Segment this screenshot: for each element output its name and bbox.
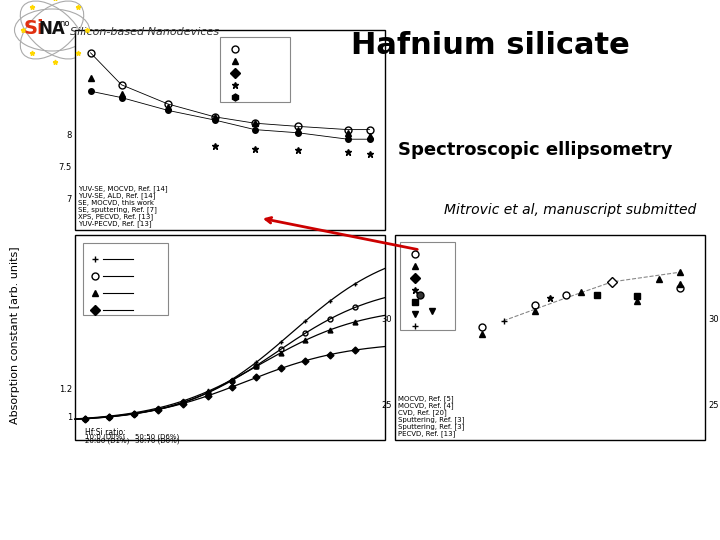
Bar (75, 30, 385, 230)
Text: no: no (60, 19, 71, 29)
Text: 7: 7 (67, 195, 72, 205)
Text: 1: 1 (67, 414, 72, 422)
Text: Silicon-based Nanodevices: Silicon-based Nanodevices (71, 27, 220, 37)
Text: Si: Si (24, 19, 45, 38)
Text: CVD, Ref. [20]: CVD, Ref. [20] (398, 409, 446, 416)
Bar (400, 242, 455, 330)
Text: 7.5: 7.5 (59, 164, 72, 172)
Bar (395, 235, 705, 440)
Text: SE, sputtering, Ref. [7]: SE, sputtering, Ref. [7] (78, 206, 157, 213)
Text: Sputtering, Ref. [3]: Sputtering, Ref. [3] (398, 416, 464, 423)
Text: XPS, PECVD, Ref. [13]: XPS, PECVD, Ref. [13] (78, 213, 153, 220)
Text: Absorption constant [arb. units]: Absorption constant [arb. units] (10, 246, 20, 424)
Text: MOCVD, Ref. [5]: MOCVD, Ref. [5] (398, 395, 454, 402)
Text: 20:80 (D1%): 20:80 (D1%) (85, 437, 130, 443)
Text: YUV-SE, ALD, Ref. [14]: YUV-SE, ALD, Ref. [14] (78, 192, 156, 199)
Text: Hf:Si ratio:: Hf:Si ratio: (85, 428, 125, 437)
Text: YUV-PECVD, Ref. [13]: YUV-PECVD, Ref. [13] (78, 220, 152, 227)
Text: PECVD, Ref. [13]: PECVD, Ref. [13] (398, 430, 455, 437)
Text: YUV-SE, MOCVD, Ref. [14]: YUV-SE, MOCVD, Ref. [14] (78, 185, 168, 192)
Text: Spectroscopic ellipsometry: Spectroscopic ellipsometry (397, 141, 672, 159)
Text: 25: 25 (382, 401, 392, 409)
Text: Mitrovic et al, manuscript submitted: Mitrovic et al, manuscript submitted (444, 203, 696, 217)
Text: Hafnium silicate: Hafnium silicate (351, 30, 629, 59)
Text: MOCVD, Ref. [4]: MOCVD, Ref. [4] (398, 402, 454, 409)
Text: 25: 25 (708, 401, 719, 409)
Text: 30:70 (D0%): 30:70 (D0%) (135, 437, 179, 443)
Text: SE, MOCVD, this work: SE, MOCVD, this work (78, 200, 154, 206)
Text: Sputtering, Ref. [3]: Sputtering, Ref. [3] (398, 423, 464, 430)
Text: 30: 30 (708, 315, 719, 325)
Text: NA: NA (39, 20, 66, 38)
Text: 8: 8 (67, 132, 72, 140)
Bar (220, 37, 290, 102)
Text: 1.2: 1.2 (59, 386, 72, 395)
Bar (83, 243, 168, 315)
Bar (75, 235, 385, 440)
Text: 10:0 (D0%): 10:0 (D0%) (85, 433, 125, 440)
Text: 50:50 (D6%): 50:50 (D6%) (135, 433, 179, 440)
Text: 30: 30 (382, 315, 392, 325)
